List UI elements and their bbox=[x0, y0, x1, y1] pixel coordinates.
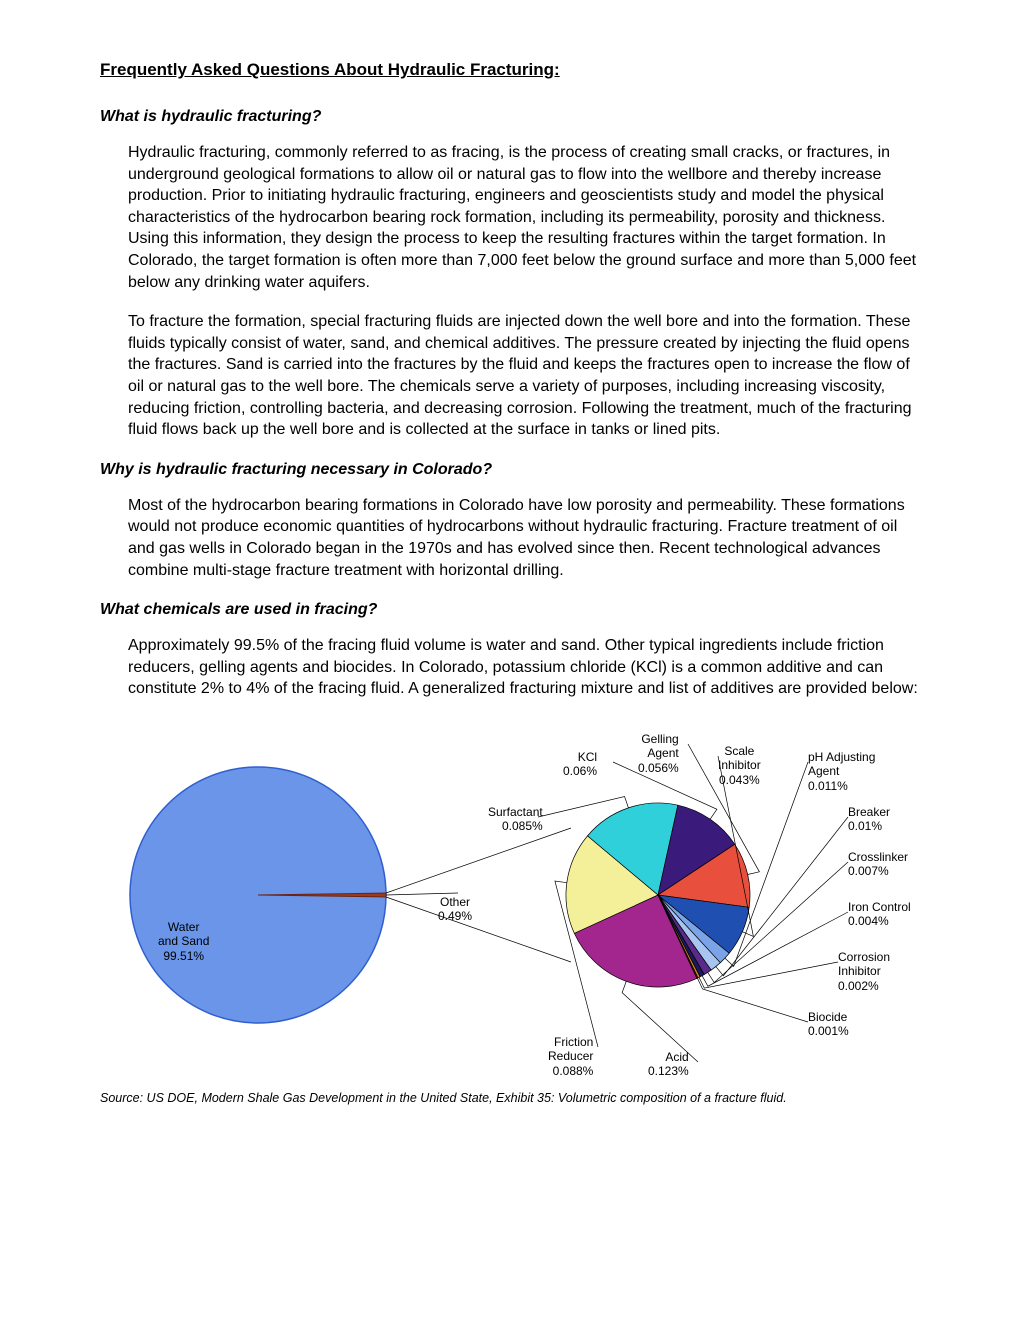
answer-1b: To fracture the formation, special fract… bbox=[128, 311, 920, 441]
answer-3: Approximately 99.5% of the fracing fluid… bbox=[128, 635, 920, 700]
chart-slice-label: pH AdjustingAgent0.011% bbox=[808, 750, 875, 793]
faq-section-3: What chemicals are used in fracing? Appr… bbox=[100, 601, 920, 700]
page-title: Frequently Asked Questions About Hydraul… bbox=[100, 60, 920, 80]
chart-slice-label: CorrosionInhibitor0.002% bbox=[838, 950, 890, 993]
chart-slice-label: ScaleInhibitor0.043% bbox=[718, 744, 761, 787]
chart-slice-label: Breaker0.01% bbox=[848, 805, 890, 834]
chart-slice-label: Acid0.123% bbox=[648, 1050, 689, 1079]
chart-slice-label: Iron Control0.004% bbox=[848, 900, 911, 929]
chart-slice-label: Waterand Sand99.51% bbox=[158, 920, 209, 963]
chart-slice-label: Other0.49% bbox=[438, 895, 472, 924]
chart-slice-label: KCl0.06% bbox=[563, 750, 597, 779]
question-1: What is hydraulic fracturing? bbox=[100, 108, 920, 126]
chart-slice-label: Surfactant0.085% bbox=[488, 805, 543, 834]
fracing-fluid-chart: Waterand Sand99.51% Other0.49% Acid0.123% F… bbox=[128, 720, 948, 1080]
chart-slice-label: FrictionReducer0.088% bbox=[548, 1035, 593, 1078]
answer-2: Most of the hydrocarbon bearing formatio… bbox=[128, 495, 920, 581]
answer-1a: Hydraulic fracturing, commonly referred … bbox=[128, 142, 920, 293]
chart-slice-label: Biocide0.001% bbox=[808, 1010, 849, 1039]
chart-slice-label: GellingAgent0.056% bbox=[638, 732, 679, 775]
question-3: What chemicals are used in fracing? bbox=[100, 601, 920, 619]
chart-source: Source: US DOE, Modern Shale Gas Develop… bbox=[100, 1090, 920, 1106]
faq-section-1: What is hydraulic fracturing? Hydraulic … bbox=[100, 108, 920, 441]
question-2: Why is hydraulic fracturing necessary in… bbox=[100, 461, 920, 479]
chart-slice-label: Crosslinker0.007% bbox=[848, 850, 908, 879]
faq-section-2: Why is hydraulic fracturing necessary in… bbox=[100, 461, 920, 581]
source-text: Modern Shale Gas Development in the Unit… bbox=[201, 1091, 786, 1105]
source-prefix: Source: US DOE, bbox=[100, 1091, 201, 1105]
